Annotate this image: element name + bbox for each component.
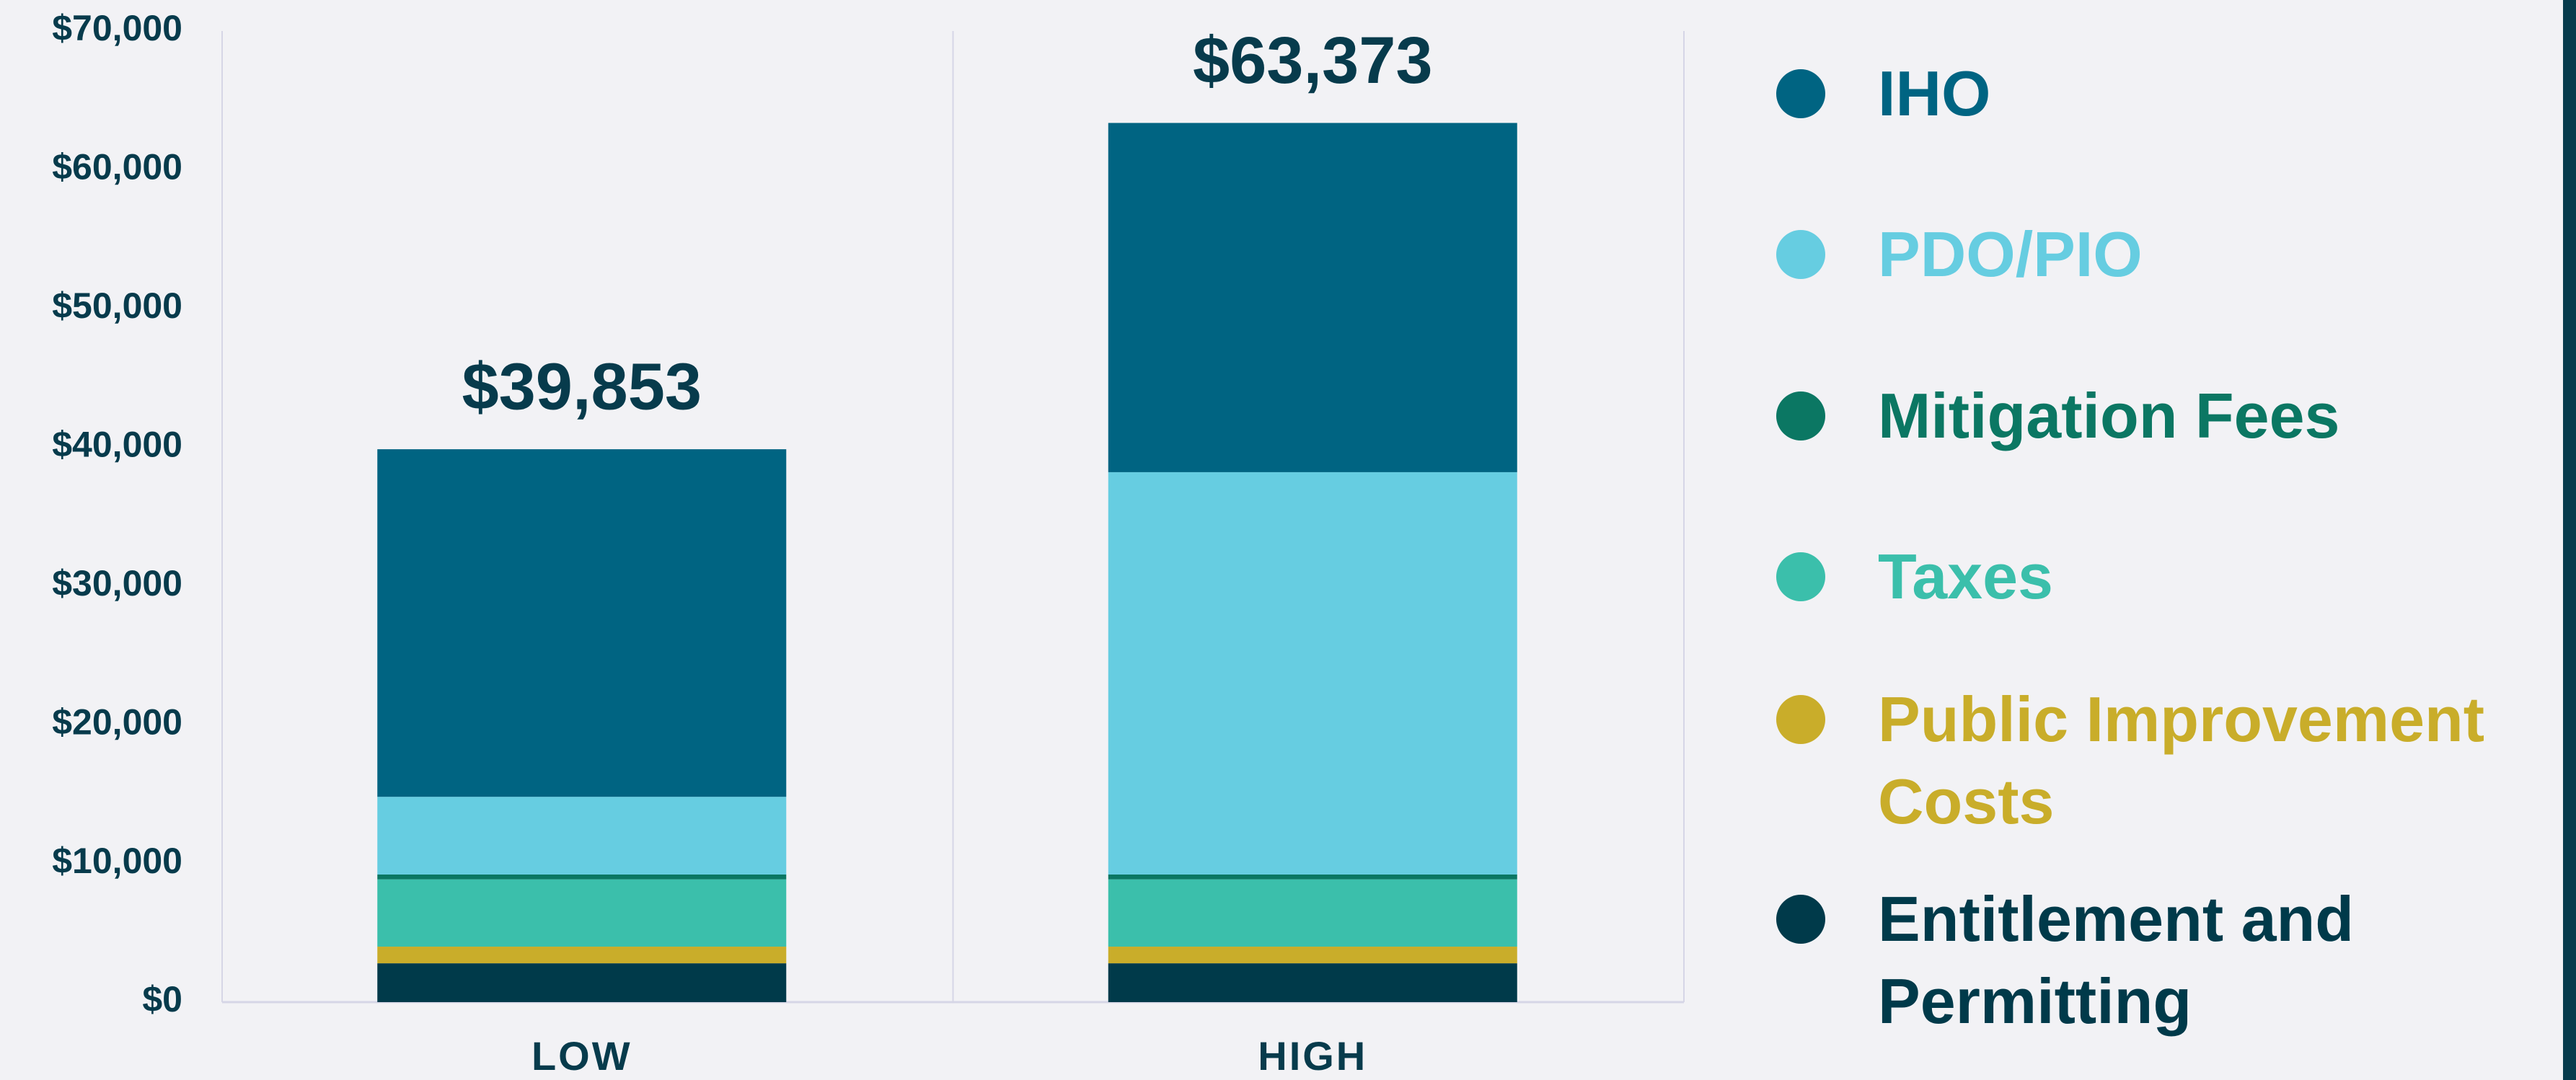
legend-label: Public Improvement Costs [1878,683,2485,837]
bar-segment [377,797,787,875]
bar-segment [377,947,787,964]
bar-segment [1108,123,1517,472]
bar-segment [1108,963,1517,1002]
total-label: $39,853 [462,350,702,423]
bar-segment [1108,472,1517,875]
legend-swatch [1776,230,1825,279]
legend-label: Entitlement and Permitting [1878,883,2355,1037]
y-tick-label: $0 [142,979,182,1019]
y-tick-label: $30,000 [52,563,182,603]
y-tick-label: $20,000 [52,701,182,742]
legend-label: Mitigation Fees [1878,380,2340,451]
x-tick-label: HIGH [1258,1033,1367,1079]
y-tick-label: $50,000 [52,286,182,326]
edge-bar [2563,0,2576,1080]
legend-swatch [1776,391,1825,441]
total-label: $63,373 [1193,24,1433,97]
y-tick-label: $10,000 [52,841,182,881]
y-tick-label: $70,000 [52,8,182,48]
bar-segment [1108,879,1517,947]
legend-swatch [1776,695,1825,744]
bar-segment [377,963,787,1002]
legend-swatch [1776,69,1825,118]
bar-segment [1108,874,1517,880]
bar-segment [377,879,787,947]
legend-label: Taxes [1878,541,2053,612]
legend-swatch [1776,895,1825,944]
bar-segment [377,449,787,797]
y-tick-label: $60,000 [52,147,182,187]
legend-label: IHO [1878,58,1991,129]
y-tick-label: $40,000 [52,424,182,464]
x-tick-label: LOW [531,1033,632,1079]
legend-swatch [1776,552,1825,601]
bar-segment [1108,947,1517,964]
legend-label: PDO/PIO [1878,218,2143,290]
bar-segment [377,874,787,880]
